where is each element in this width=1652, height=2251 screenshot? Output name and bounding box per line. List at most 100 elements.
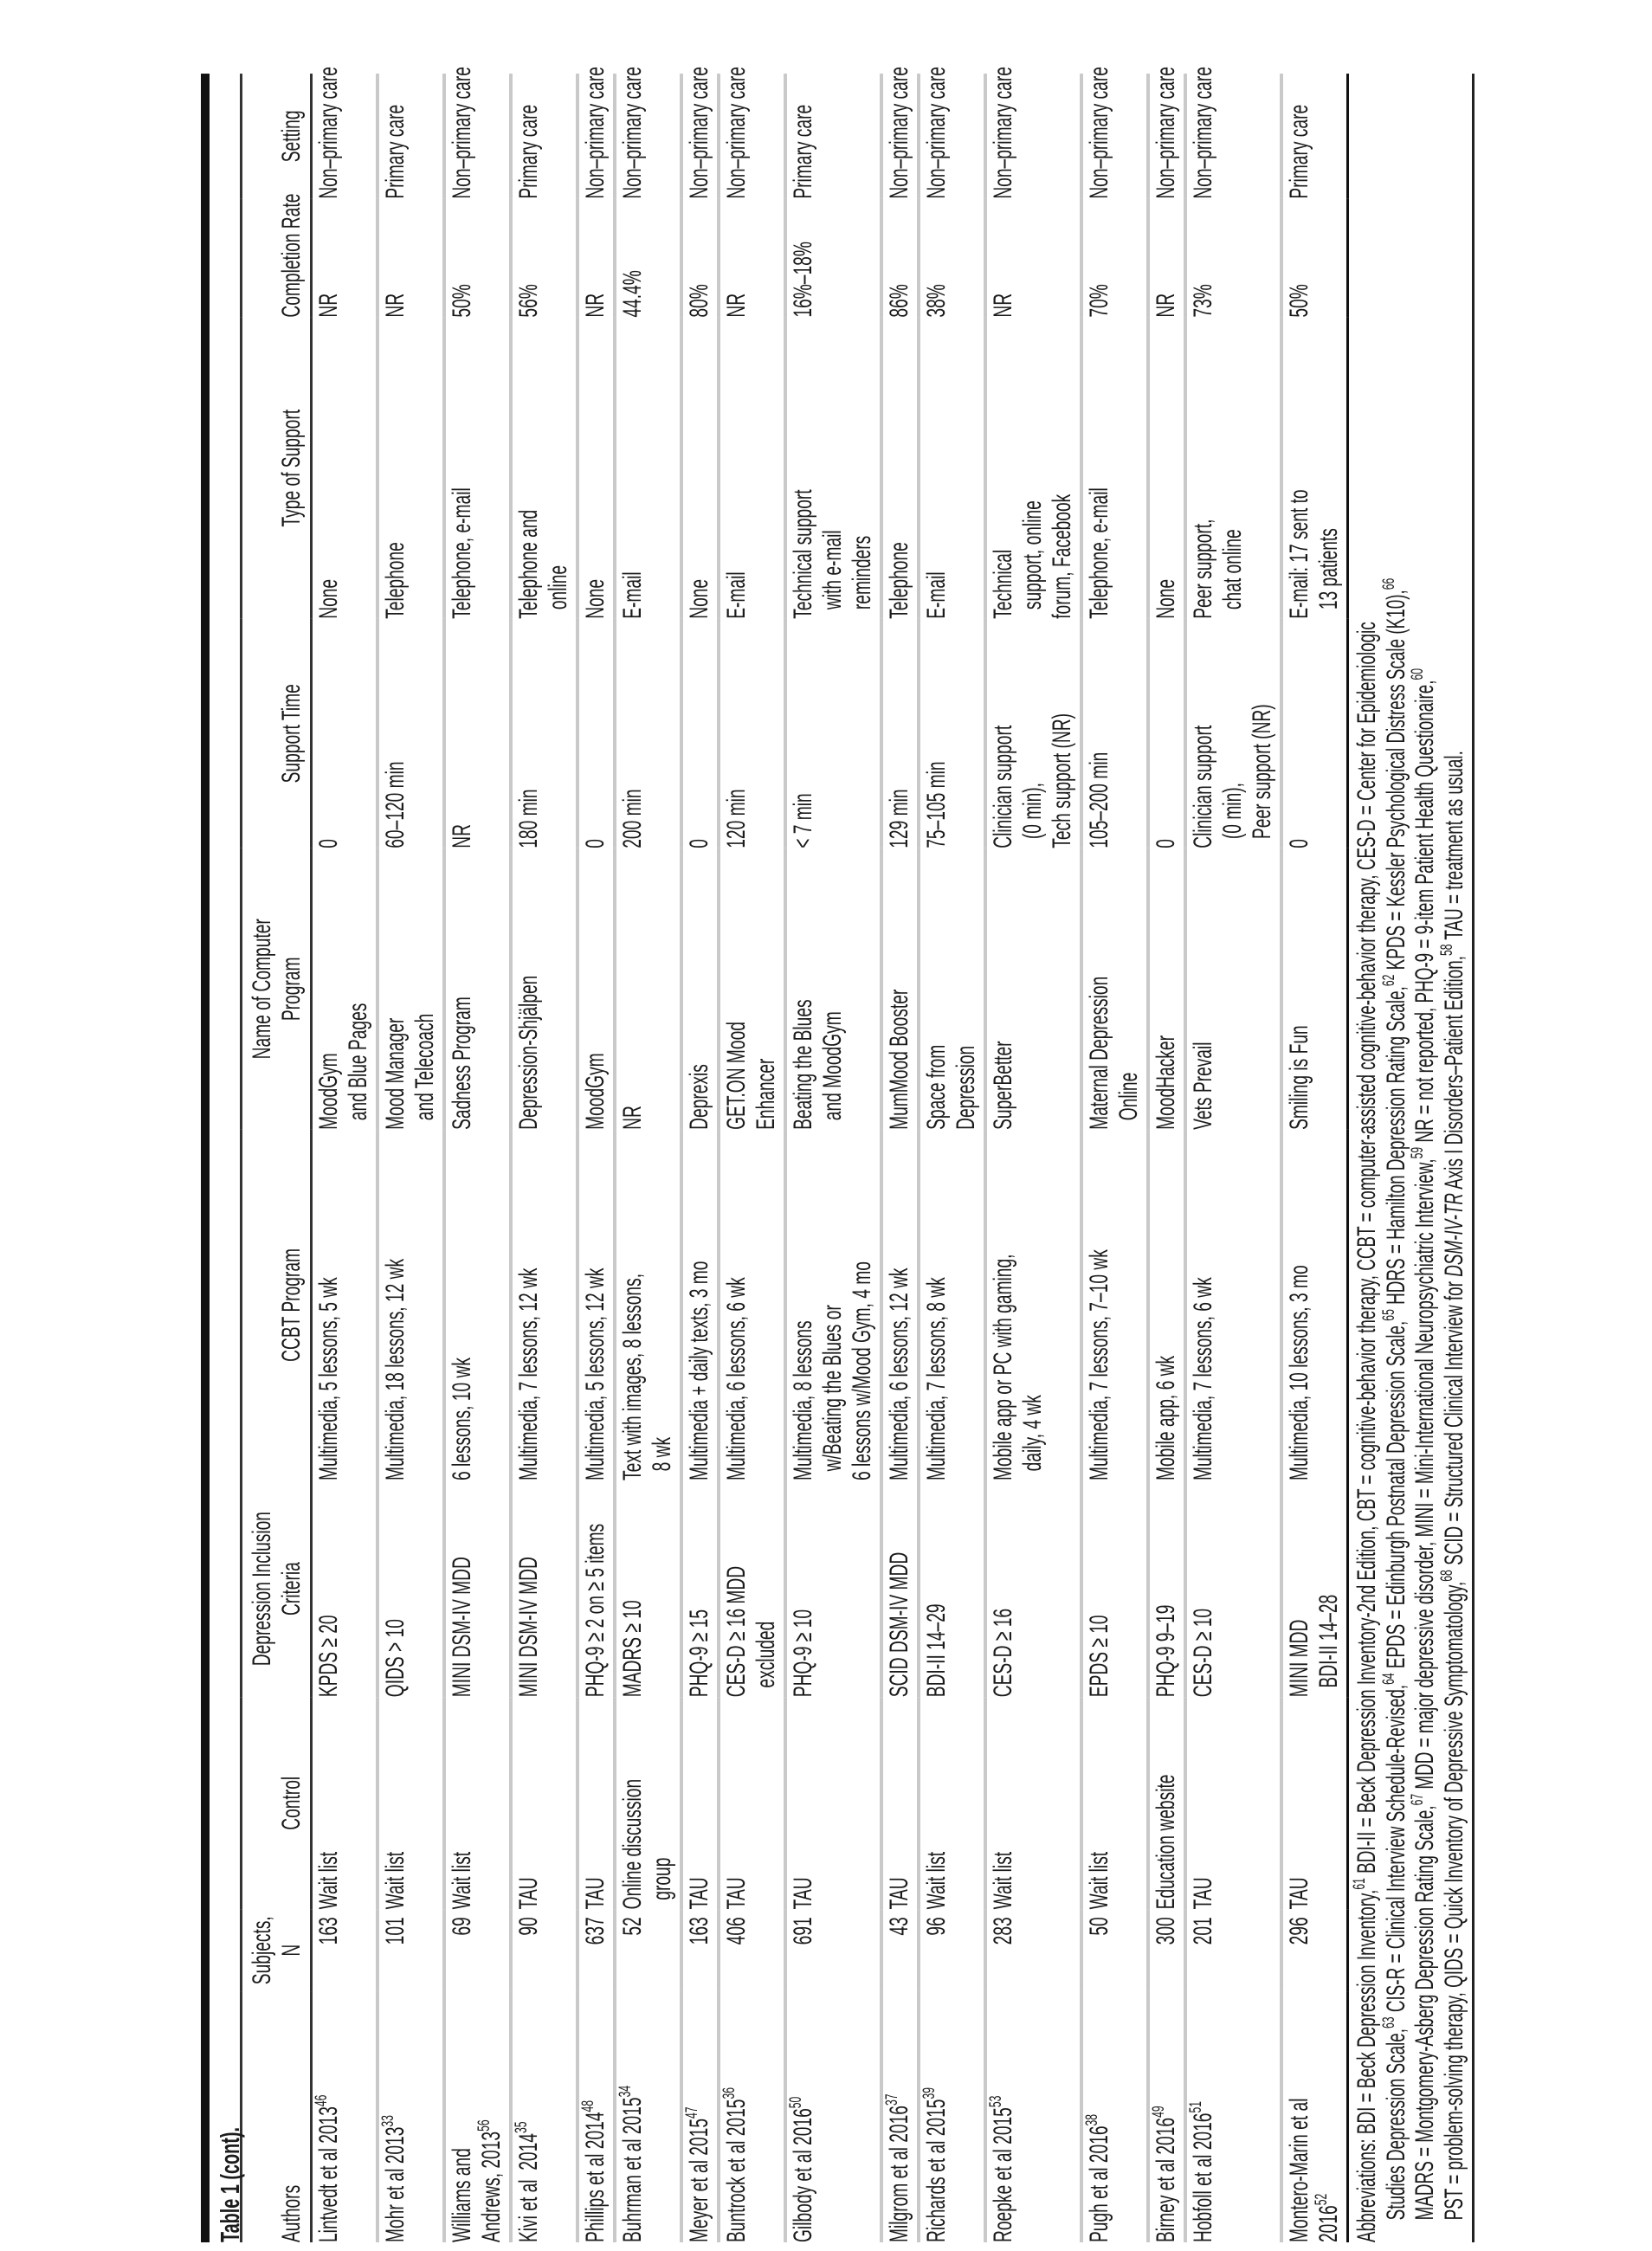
cell-type-of-support: Peer support, chat online (1189, 519, 1247, 619)
cell-depression-inclusion-criteria: EPDS ≥ 10 (1085, 1615, 1113, 1698)
cell-setting: Non–primary care (581, 67, 610, 199)
cell-completion-rate: 70% (1085, 284, 1113, 318)
cell-computer-program-name: Beating the Blues and MoodGym (789, 999, 847, 1130)
cell-ccbt-program: Mobile app, 6 wk (1152, 1355, 1180, 1480)
column-header-computer-program-name: Name of Computer Program (248, 919, 306, 1060)
cell-support-time: NR (448, 824, 476, 848)
cell-authors: Birney et al 201649 (1148, 1991, 1185, 2242)
cell-control: Online discussion group (618, 1778, 676, 1910)
table-row: Mohr et al 201333 101 Wait list QIDS > 10 Mu… (378, 74, 444, 2243)
cell-control: TAU (685, 1877, 713, 1910)
cell-setting: Non–primary care (1085, 67, 1113, 199)
author-name: Birney et al 2016 (1152, 2117, 1180, 2242)
cell-ccbt-program: 6 lessons, 10 wk (448, 1358, 476, 1480)
cell-control: TAU (1285, 1877, 1313, 1910)
column-header-setting: Setting (277, 110, 306, 163)
abbreviations-text: DSM-IV-TR (1439, 1192, 1468, 1277)
cell-computer-program-name: Deprexis (685, 1064, 713, 1130)
table-body: Lintvedt et al 201346 163 Wait list KPDS ≥ … (311, 67, 1348, 2243)
cell-completion-rate: NR (581, 293, 610, 318)
reference-number: 37 (883, 2093, 901, 2106)
cell-computer-program-name: MumMood Booster (885, 989, 913, 1130)
reference-number: 62 (1379, 974, 1398, 987)
cell-depression-inclusion-criteria: MINI MDD BDI-II 14–28 (1285, 1594, 1343, 1698)
reference-number: 64 (1379, 1673, 1398, 1685)
cell-type-of-support: Telephone (885, 542, 913, 619)
abbreviations-footnote: Abbreviations: BDI = Beck Depression Inv… (1349, 74, 1475, 2243)
cell-type-of-support: Telephone (381, 542, 410, 619)
cell-type-of-support: E-mail (618, 571, 647, 619)
author-name: Williams and Andrews, 2013 (448, 2131, 506, 2242)
reference-number: 58 (1437, 944, 1456, 957)
cell-completion-rate: 86% (885, 284, 913, 318)
author-name: Buntrock et al 2015 (722, 2099, 751, 2242)
cell-computer-program-name: MoodGym and Blue Pages (314, 1003, 372, 1130)
table-title-bar: Table 1 (cont). (201, 74, 245, 2243)
table-page: Table 1 (cont). Authors Subjects, N Contro… (201, 67, 1475, 2243)
cell-ccbt-program: Multimedia, 6 lessons, 12 wk (885, 1267, 913, 1480)
cell-completion-rate: 73% (1189, 284, 1217, 318)
cell-subjects-n: 163 (685, 1917, 713, 1945)
author-name: Milgrom et al 2016 (885, 2106, 913, 2242)
table-row: Gilbody et al 201650 691 TAU PHQ-9 ≥ 10 Mult… (785, 74, 881, 2243)
abbreviations-text: EPDS = Edinburgh Postnatal Depression Sc… (1381, 1320, 1410, 1674)
table-row: Phillips et al 201448 637 TAU PHQ-9 ≥ 2 on … (578, 67, 615, 2243)
cell-setting: Non–primary care (685, 67, 713, 199)
table-row: Kivi et al 201435 90 TAU MINI DSM-IV MDD Mul… (511, 74, 578, 2243)
cell-control: TAU (789, 1877, 817, 1910)
abbreviations-text: TAU = treatment as usual. (1439, 751, 1468, 945)
author-name: Roepke et al 2015 (989, 2107, 1017, 2242)
cell-control: TAU (514, 1877, 543, 1910)
cell-subjects-n: 96 (922, 1917, 951, 1936)
cell-subjects-n: 637 (581, 1917, 610, 1945)
cell-setting: Primary care (514, 104, 543, 199)
reference-number: 48 (579, 2099, 597, 2112)
cell-ccbt-program: Multimedia, 18 lessons, 12 wk (381, 1258, 410, 1480)
cell-support-time: 129 min (885, 789, 913, 848)
author-name: Mohr et al 2013 (381, 2126, 410, 2242)
reference-number: 59 (1409, 1146, 1427, 1159)
cell-authors: Buntrock et al 201536 (719, 1991, 785, 2242)
column-header-type-of-support: Type of Support (277, 409, 306, 527)
abbreviations-text: BDI-II = Beck Depression Inventory-2nd E… (1352, 622, 1381, 1879)
cell-computer-program-name: NR (618, 1106, 647, 1130)
cell-control: TAU (1189, 1877, 1217, 1910)
cell-type-of-support: None (581, 578, 610, 619)
reference-number: 53 (987, 2095, 1005, 2108)
cell-setting: Non–primary care (448, 67, 476, 199)
column-header-depression-inclusion-criteria: Depression Inclusion Criteria (248, 1512, 306, 1667)
cell-ccbt-program: Multimedia, 7 lessons, 6 wk (1189, 1277, 1217, 1480)
cell-completion-rate: NR (314, 293, 343, 318)
reference-number: 46 (313, 2094, 331, 2107)
cell-computer-program-name: Mood Manager and Telecoach (381, 1013, 439, 1130)
cell-type-of-support: E-mail: 17 sent to 13 patients (1285, 489, 1343, 619)
abbreviations-text: Axis I Disorders–Patient Edition, (1439, 956, 1468, 1193)
abbreviations-text: KPDS = Kessler Psychological Distress Sc… (1381, 590, 1410, 975)
cell-setting: Non–primary care (1189, 67, 1217, 199)
table-row: Milgrom et al 201637 43 TAU SCID DSM-IV MDD… (881, 67, 919, 2243)
cell-type-of-support: Telephone and online (514, 509, 572, 619)
cell-depression-inclusion-criteria: BDI-II 14–29 (922, 1603, 951, 1698)
column-header-ccbt-program: CCBT Program (277, 1248, 306, 1362)
cell-type-of-support: Technical support, online forum, Faceboo… (989, 493, 1076, 619)
cell-type-of-support: Technical support with e-mail reminders (789, 489, 876, 619)
abbreviations-text: CIS-R = Clinical Interview Schedule-Revi… (1381, 1684, 1410, 2017)
cell-subjects-n: 52 (618, 1917, 647, 1936)
cell-setting: Primary care (381, 104, 410, 199)
cell-authors: Williams and Andrews, 201356 (444, 1991, 511, 2242)
cell-ccbt-program: Multimedia, 5 lessons, 12 wk (581, 1267, 610, 1480)
author-name: Hobfoll et al 2016 (1189, 2112, 1217, 2242)
table-row: Williams and Andrews, 201356 69 Wait list M… (444, 67, 511, 2243)
reference-number: 66 (1379, 577, 1398, 590)
cell-subjects-n: 296 (1285, 1917, 1313, 1945)
column-header-support-time: Support Time (277, 684, 306, 784)
cell-completion-rate: 50% (1285, 284, 1313, 318)
abbreviations-text: SCID = Structured Clinical Interview for (1439, 1276, 1468, 1571)
cell-ccbt-program: Multimedia, 7 lessons, 7–10 wk (1085, 1249, 1113, 1480)
header-row: Authors Subjects, N Control Depression Incl… (241, 74, 312, 2243)
cell-completion-rate: 38% (922, 284, 951, 318)
cell-support-time: 120 min (722, 789, 751, 848)
cell-control: Wait list (989, 1851, 1017, 1910)
reference-number: 65 (1379, 1309, 1398, 1321)
cell-completion-rate: 80% (685, 284, 713, 318)
